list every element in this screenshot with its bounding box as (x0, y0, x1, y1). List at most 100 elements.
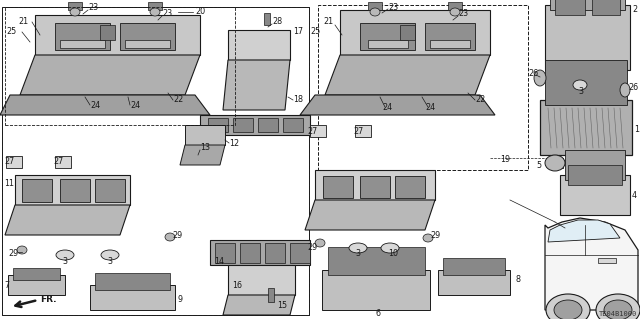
Polygon shape (5, 205, 130, 235)
Text: 11: 11 (4, 179, 14, 188)
Polygon shape (300, 95, 495, 115)
Text: 16: 16 (232, 280, 242, 290)
Text: TE04B1000: TE04B1000 (599, 311, 637, 317)
Text: 15: 15 (277, 300, 287, 309)
Text: 20: 20 (195, 8, 205, 17)
Bar (545, 60, 627, 105)
Ellipse shape (423, 234, 433, 242)
Polygon shape (305, 200, 435, 230)
Text: 3: 3 (107, 256, 112, 265)
Polygon shape (90, 285, 175, 310)
Text: FR.: FR. (40, 295, 56, 305)
Bar (55, 156, 71, 168)
Bar (592, 0, 620, 15)
Polygon shape (185, 125, 225, 145)
Bar (13, 268, 60, 280)
Polygon shape (180, 145, 225, 165)
Polygon shape (8, 275, 65, 295)
Text: 22: 22 (173, 95, 183, 105)
Text: 12: 12 (229, 138, 239, 147)
Ellipse shape (370, 8, 380, 16)
Bar (6, 156, 22, 168)
Polygon shape (210, 240, 310, 265)
Bar (448, 2, 462, 10)
Bar (355, 125, 371, 137)
Ellipse shape (381, 243, 399, 253)
Text: 25: 25 (310, 27, 320, 36)
Text: 29: 29 (8, 249, 19, 258)
Bar (2, 7, 309, 315)
Text: 10: 10 (388, 249, 398, 258)
Text: 29: 29 (430, 231, 440, 240)
Text: 23: 23 (88, 4, 98, 12)
Bar (283, 118, 303, 132)
Polygon shape (322, 270, 430, 310)
Text: 22: 22 (475, 95, 485, 105)
Ellipse shape (546, 294, 590, 319)
Bar (60, 179, 90, 202)
Text: 8: 8 (515, 276, 520, 285)
Polygon shape (560, 175, 630, 215)
Ellipse shape (554, 300, 582, 319)
Bar (5, 7, 235, 125)
Bar (95, 273, 170, 290)
Bar (368, 2, 382, 10)
Polygon shape (228, 265, 295, 295)
Bar (265, 243, 285, 263)
Text: 24: 24 (382, 102, 392, 112)
Polygon shape (325, 55, 490, 95)
Ellipse shape (165, 233, 175, 241)
Polygon shape (0, 95, 210, 115)
Ellipse shape (56, 250, 74, 260)
Bar (120, 23, 175, 50)
Bar (208, 118, 228, 132)
Ellipse shape (620, 83, 630, 97)
Text: 13: 13 (200, 144, 210, 152)
Text: 29: 29 (172, 231, 182, 240)
Bar (22, 179, 52, 202)
Polygon shape (15, 175, 130, 205)
Text: 26: 26 (628, 84, 638, 93)
Bar (240, 243, 260, 263)
Bar (233, 118, 253, 132)
Polygon shape (545, 218, 638, 310)
Text: 5: 5 (536, 160, 541, 169)
Text: 25: 25 (6, 27, 16, 36)
Bar (549, 158, 563, 168)
Bar (400, 25, 415, 40)
Text: 3: 3 (578, 86, 583, 95)
Text: 23: 23 (162, 10, 172, 19)
Text: 17: 17 (293, 27, 303, 36)
Ellipse shape (150, 8, 160, 16)
Text: 23: 23 (458, 10, 468, 19)
Bar (258, 118, 278, 132)
Bar (425, 23, 475, 50)
Bar (550, 0, 625, 10)
Text: 27: 27 (307, 128, 317, 137)
Text: 7: 7 (4, 280, 9, 290)
Polygon shape (228, 30, 290, 60)
Text: 29: 29 (307, 242, 317, 251)
Text: 24: 24 (90, 100, 100, 109)
Polygon shape (20, 55, 200, 95)
Bar (95, 179, 125, 202)
Text: 4: 4 (632, 190, 637, 199)
Ellipse shape (450, 8, 460, 16)
Polygon shape (545, 5, 630, 70)
Ellipse shape (573, 80, 587, 90)
Bar (328, 247, 425, 275)
Text: 21: 21 (323, 18, 333, 26)
Bar (264, 13, 270, 25)
Polygon shape (315, 170, 435, 200)
Text: 3: 3 (62, 256, 67, 265)
Text: 27: 27 (4, 158, 14, 167)
Text: 2: 2 (632, 5, 637, 14)
Polygon shape (223, 60, 290, 110)
Text: 18: 18 (293, 95, 303, 105)
Ellipse shape (17, 246, 27, 254)
Polygon shape (35, 15, 200, 55)
Bar (215, 243, 235, 263)
Bar (148, 2, 162, 10)
Text: 27: 27 (53, 158, 63, 167)
Text: 9: 9 (178, 295, 183, 305)
